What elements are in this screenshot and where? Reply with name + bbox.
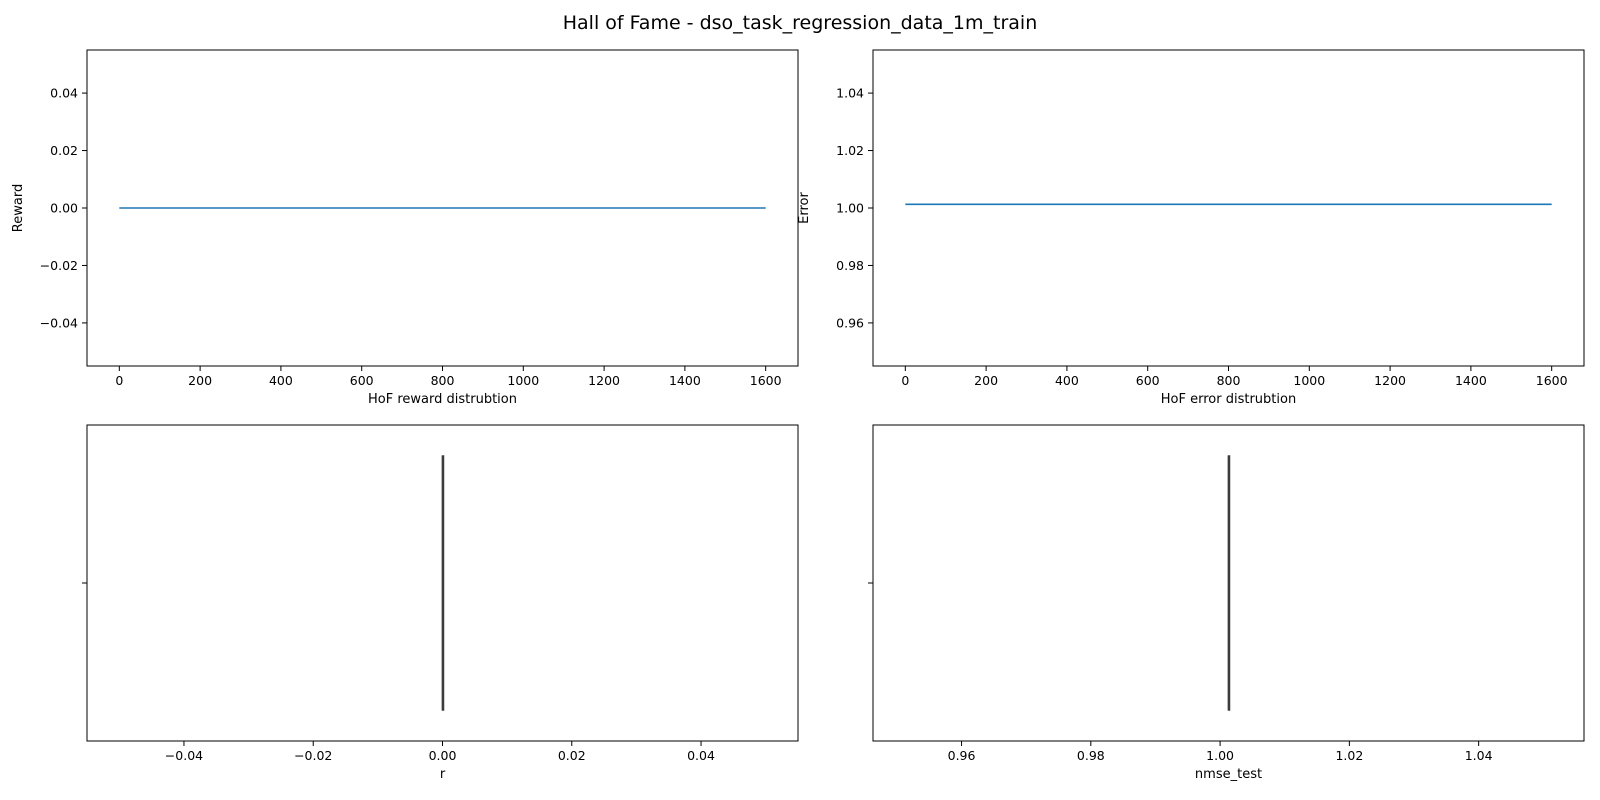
y-axis-label: Error (797, 192, 812, 224)
y-tick-label: 0.98 (836, 258, 864, 273)
y-tick-label: −0.04 (40, 315, 78, 330)
x-tick-label: 1600 (750, 373, 782, 388)
y-tick-label: 0.02 (50, 143, 78, 158)
y-axis-label: Reward (11, 184, 26, 232)
x-axis-label: r (440, 767, 446, 782)
x-tick-label: 0.00 (429, 748, 457, 763)
x-tick-label: −0.02 (294, 748, 332, 763)
x-tick-label: 1.00 (1206, 748, 1234, 763)
x-axis-label: HoF error distrubtion (1161, 392, 1296, 407)
x-tick-label: 0.96 (948, 748, 976, 763)
y-tick-label: 0.00 (50, 201, 78, 216)
x-tick-label: 1.02 (1335, 748, 1363, 763)
y-tick-label: 0.96 (836, 315, 864, 330)
x-tick-label: 0 (901, 373, 909, 388)
axes-frame (872, 49, 1585, 367)
x-tick-label: 1200 (588, 373, 620, 388)
x-tick-label: 1.04 (1465, 748, 1493, 763)
x-tick-label: −0.04 (165, 748, 203, 763)
x-tick-label: 800 (431, 373, 455, 388)
y-tick-label: 1.04 (836, 86, 864, 101)
axes-frame (872, 424, 1585, 742)
x-tick-label: 0 (115, 373, 123, 388)
x-tick-label: 200 (188, 373, 212, 388)
x-tick-label: 1000 (507, 373, 539, 388)
x-tick-label: 0.02 (558, 748, 586, 763)
x-axis-label: HoF reward distrubtion (368, 392, 517, 407)
x-tick-label: 1400 (669, 373, 701, 388)
x-tick-label: 600 (1136, 373, 1160, 388)
x-tick-label: 400 (269, 373, 293, 388)
figure-title: Hall of Fame - dso_task_regression_data_… (562, 12, 1038, 34)
y-tick-label: −0.02 (40, 258, 78, 273)
x-tick-label: 1400 (1455, 373, 1487, 388)
x-tick-label: 1200 (1374, 373, 1406, 388)
x-tick-label: 0.04 (687, 748, 715, 763)
x-tick-label: 600 (350, 373, 374, 388)
x-tick-label: 1600 (1536, 373, 1568, 388)
y-tick-label: 1.02 (836, 143, 864, 158)
x-tick-label: 400 (1055, 373, 1079, 388)
x-axis-label: nmse_test (1195, 767, 1262, 782)
x-tick-label: 800 (1217, 373, 1241, 388)
x-tick-label: 1000 (1293, 373, 1325, 388)
x-tick-label: 200 (974, 373, 998, 388)
x-tick-label: 0.98 (1077, 748, 1105, 763)
y-tick-label: 0.04 (50, 86, 78, 101)
y-tick-label: 1.00 (836, 201, 864, 216)
